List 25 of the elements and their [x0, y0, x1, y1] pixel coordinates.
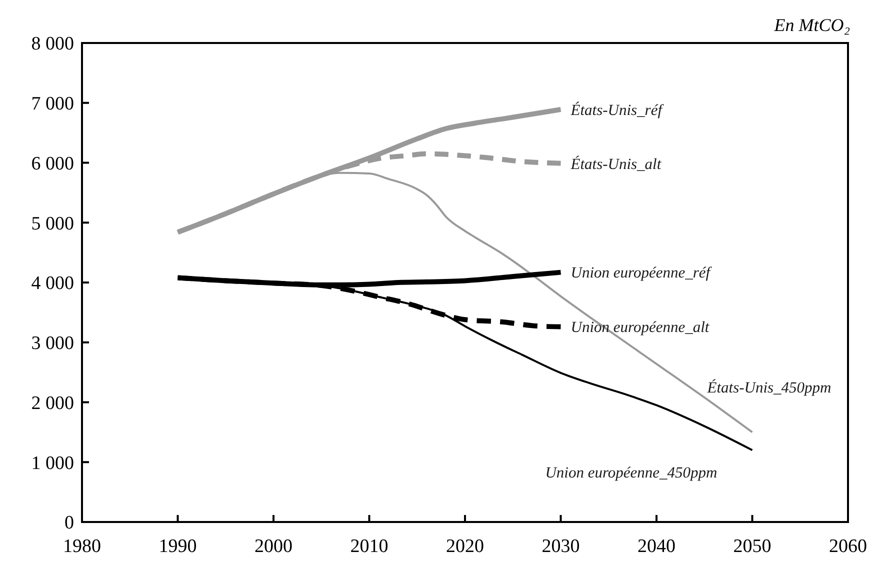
x-tick-label: 2010 — [350, 536, 388, 557]
y-tick-label: 0 — [64, 512, 74, 534]
y-tick-label: 1 000 — [31, 452, 74, 474]
x-tick-label: 2040 — [638, 536, 676, 557]
x-tick-label: 1980 — [63, 536, 101, 557]
series-label: Union européenne_450ppm — [545, 464, 718, 482]
x-tick-label: 2030 — [542, 536, 580, 557]
y-tick-label: 5 000 — [31, 213, 74, 234]
y-tick-label: 7 000 — [31, 94, 74, 115]
y-tick-label: 8 000 — [31, 34, 74, 55]
y-tick-label: 4 000 — [31, 273, 74, 294]
series-label: États-Unis_réf — [570, 100, 665, 119]
x-tick-label: 2050 — [733, 536, 772, 557]
x-tick-label: 2060 — [829, 536, 867, 557]
y-tick-label: 3 000 — [31, 333, 74, 354]
series-label: États-Unis_alt — [570, 154, 662, 173]
series-label: Union européenne_réf — [570, 264, 713, 282]
x-tick-label: 2020 — [446, 536, 484, 557]
y-tick-label: 6 000 — [31, 153, 74, 174]
y-axis-title: En MtCO₂ — [773, 15, 850, 35]
x-tick-label: 2000 — [254, 536, 292, 557]
y-tick-label: 2 000 — [31, 392, 74, 414]
x-tick-label: 1990 — [158, 536, 197, 557]
series-label: Union européenne_alt — [570, 319, 710, 336]
series-label: États-Unis_450ppm — [706, 378, 832, 397]
